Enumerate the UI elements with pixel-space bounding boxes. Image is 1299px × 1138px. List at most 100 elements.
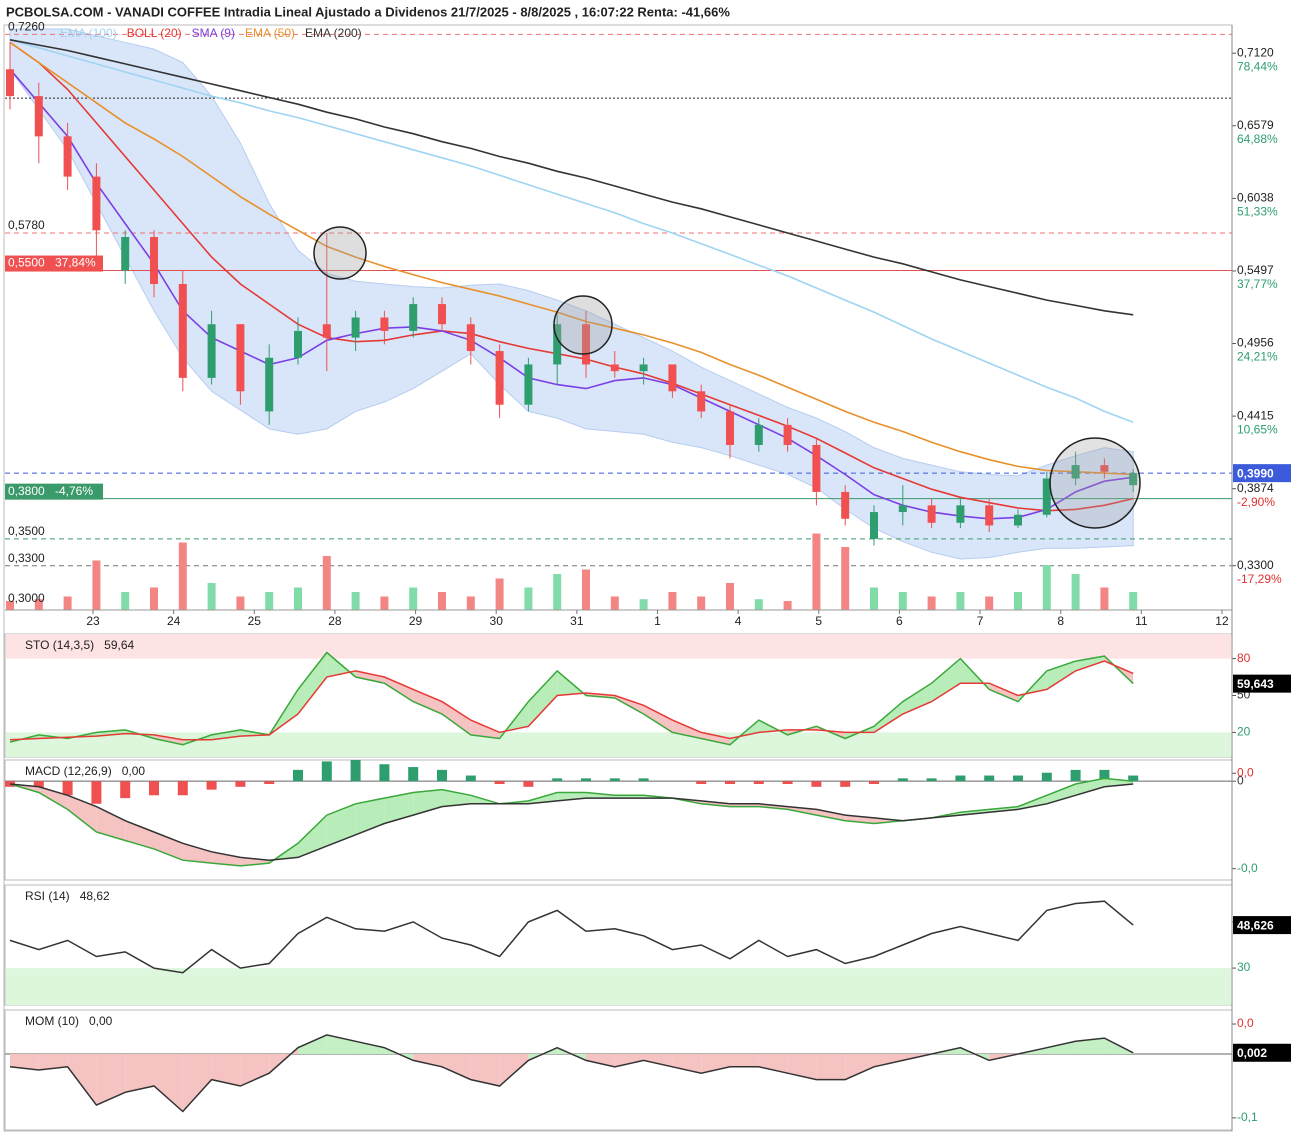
fill-area — [730, 1054, 759, 1067]
panel-value: 0,00 — [122, 764, 146, 778]
volume-bar — [265, 592, 274, 610]
fill-area — [413, 689, 442, 714]
candle-body — [236, 324, 245, 392]
candle-body — [1042, 478, 1051, 515]
volume-bar — [1071, 574, 1080, 610]
panel-value: 0,00 — [89, 1014, 113, 1028]
fill-area — [902, 683, 932, 714]
volume-bar — [697, 596, 706, 610]
histogram-bar — [753, 781, 764, 784]
volume-bar — [1129, 592, 1138, 610]
fill-area — [211, 851, 241, 866]
last-value-label: 48,626 — [1237, 918, 1274, 932]
candle-body — [34, 96, 43, 137]
fill-area — [845, 1054, 874, 1080]
candle-body — [63, 136, 72, 177]
histogram-bar — [437, 769, 447, 782]
volume-bar — [380, 596, 389, 610]
volume-bar — [841, 547, 850, 610]
fill-area — [38, 786, 68, 810]
panel-value: 48,62 — [80, 889, 110, 903]
fill-area — [96, 1054, 126, 1106]
fill-area — [1104, 778, 1134, 787]
left-label-pct: -4,76% — [55, 484, 93, 498]
volume-bar — [927, 596, 936, 610]
histogram-bar — [235, 781, 246, 787]
volume-bar — [294, 587, 302, 610]
panel-title: STO (14,3,5) — [25, 638, 94, 652]
fill-area — [816, 809, 846, 821]
indicator-line — [9, 1034, 1134, 1113]
volume-bar — [466, 596, 475, 610]
fill-area — [874, 1054, 903, 1067]
y-tick-label: 0,6579 — [1237, 118, 1274, 132]
volume-bar — [726, 583, 734, 610]
histogram-bar — [379, 764, 390, 782]
fill-area — [211, 729, 241, 740]
histogram-bar — [62, 781, 73, 796]
candle-body — [207, 324, 216, 378]
x-tick-label: 7 — [977, 614, 984, 628]
volume-bar — [985, 596, 994, 610]
fill-area — [470, 1054, 500, 1086]
legend-entry: SMA (9) — [192, 26, 235, 40]
y-tick-pct: 10,65% — [1237, 422, 1278, 436]
fill-area — [355, 670, 385, 684]
candle-body — [898, 505, 907, 513]
y-tick-pct: -2,90% — [1237, 495, 1275, 509]
fill-area — [96, 729, 126, 737]
volume-bar — [150, 587, 158, 610]
histogram-bar — [33, 781, 44, 790]
histogram-bar — [408, 767, 419, 782]
volume-bar — [1014, 592, 1022, 610]
histogram-bar — [782, 781, 793, 784]
y-tick-label: 20 — [1237, 725, 1251, 739]
panel-title: MOM (10) — [25, 1014, 79, 1028]
x-tick-label: 31 — [570, 614, 584, 628]
volume-bar — [6, 601, 14, 610]
legend-entry: EMA (50) — [245, 26, 295, 40]
candle-body — [812, 444, 821, 492]
candle-body — [1129, 473, 1138, 486]
histogram-bar — [840, 781, 851, 787]
fill-area — [672, 1054, 702, 1074]
fill-area — [442, 789, 471, 807]
fill-area — [874, 701, 903, 733]
volume-bar — [63, 596, 72, 610]
fill-area — [528, 670, 558, 727]
candle-body — [178, 283, 187, 378]
y-tick-label: 80 — [1237, 651, 1251, 665]
candle-body — [985, 505, 994, 526]
fill-area — [643, 1054, 673, 1067]
volume-bar — [178, 542, 187, 610]
candle-body — [927, 505, 936, 523]
volume-bar — [668, 592, 677, 610]
fill-area — [931, 658, 961, 702]
y-tick-label: 0,7120 — [1237, 45, 1274, 59]
overlay-line — [9, 41, 1134, 512]
fill-area — [442, 1054, 471, 1080]
last-value-label: 59,643 — [1237, 677, 1274, 691]
y-tick-label: 30 — [1237, 960, 1251, 974]
volume-bar — [438, 592, 446, 610]
y-tick-label: 0,0 — [1237, 765, 1254, 779]
histogram-bar — [638, 778, 649, 782]
histogram-bar — [1013, 775, 1023, 782]
fill-area — [182, 1054, 212, 1112]
fill-area — [96, 806, 126, 841]
volume-bar — [495, 578, 504, 610]
left-label: 0,3800 — [8, 484, 45, 498]
histogram-bar — [926, 778, 937, 782]
histogram-bar — [869, 781, 879, 784]
zone — [6, 732, 1231, 757]
x-tick-label: 30 — [490, 614, 504, 628]
fill-area — [499, 1054, 529, 1086]
x-tick-label: 23 — [86, 614, 100, 628]
x-tick-label: 6 — [896, 614, 903, 628]
fill-area — [643, 705, 673, 733]
fill-area — [787, 1054, 817, 1080]
volume-bar — [754, 599, 763, 610]
histogram-bar — [321, 761, 332, 782]
y-tick-label: 0,4415 — [1237, 408, 1274, 422]
